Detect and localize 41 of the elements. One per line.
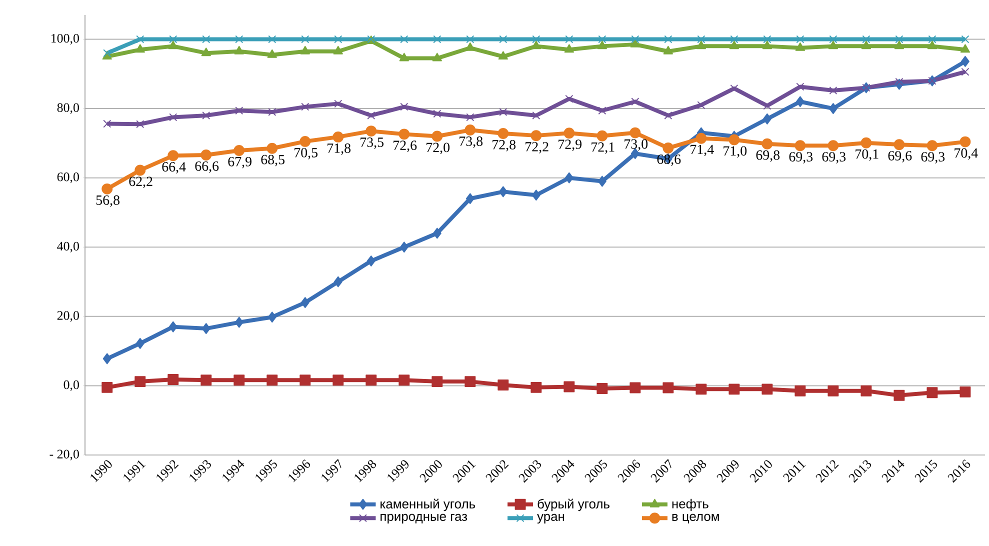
x-tick-label: 1991 — [124, 460, 146, 482]
y-tick-label: - 20,0 — [50, 450, 79, 460]
y-tick-label: 100,0 — [51, 34, 79, 45]
data-label: 73,5 — [360, 138, 384, 149]
data-label: 71,8 — [328, 143, 351, 155]
data-label: 72,2 — [526, 142, 548, 154]
data-label: 72,8 — [492, 140, 516, 152]
data-label: 70,1 — [856, 149, 878, 161]
data-label: 73,8 — [460, 136, 483, 148]
y-tick-label: 60,0 — [57, 172, 79, 184]
legend-label: бурый уголь — [538, 498, 610, 512]
data-label: 69,3 — [789, 152, 813, 164]
data-label: 69,3 — [921, 152, 945, 164]
data-label: 72,1 — [592, 142, 614, 154]
data-label: 71,4 — [690, 144, 714, 156]
data-label: 70,4 — [954, 148, 978, 160]
data-label: 73,0 — [624, 139, 648, 151]
data-label: 71,0 — [724, 146, 747, 158]
data-label: 56,8 — [96, 195, 120, 207]
y-tick-label: 40,0 — [57, 242, 79, 252]
data-label: 68,5 — [261, 154, 284, 166]
y-tick-label: 20,0 — [57, 311, 79, 322]
legend-label: природные газ — [380, 514, 468, 524]
legend-label: нефть — [672, 498, 708, 511]
data-label: 69,6 — [888, 151, 912, 162]
data-label: 72,9 — [558, 140, 582, 152]
legend-label: уран — [537, 514, 564, 524]
data-label: 70,5 — [294, 148, 318, 160]
legend-label: в целом — [672, 514, 719, 524]
data-label: 62,2 — [129, 176, 152, 188]
data-label: 66,4 — [162, 162, 186, 174]
data-label: 72,6 — [394, 140, 417, 152]
data-label: 69,3 — [822, 152, 846, 164]
legend-label: каменный уголь — [380, 498, 476, 512]
x-tick-label: 2011 — [783, 460, 806, 482]
data-label: 67,9 — [228, 156, 252, 168]
y-tick-label: 80,0 — [57, 103, 79, 114]
data-label: 72,0 — [426, 142, 450, 154]
data-label: 66,6 — [195, 161, 219, 173]
y-tick-label: 0,0 — [64, 380, 79, 392]
data-label: 69,8 — [756, 150, 780, 162]
